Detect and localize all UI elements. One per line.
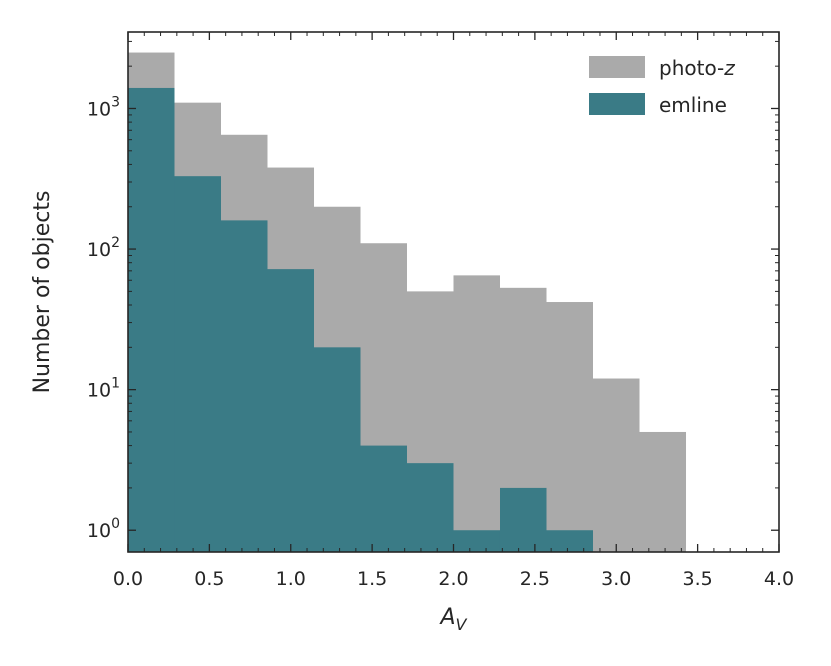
y-tick-label: 103	[87, 94, 120, 120]
x-tick-label: 1.5	[357, 568, 387, 590]
legend-label-emline: emline	[659, 93, 727, 117]
axes-layer: 0.0 0.5 1.0 1.5 2.0 2.5 3.0 3.5 4.0 100 101 102 103 A…	[30, 31, 794, 634]
bar-emline-1	[174, 176, 221, 552]
bars-layer	[128, 52, 687, 553]
x-tick-label: 4.0	[764, 568, 794, 590]
x-tick-label: 3.5	[683, 568, 713, 590]
bar-emline-5	[360, 445, 408, 552]
x-tick-label: 0.5	[194, 568, 224, 590]
bar-emline-4	[314, 347, 361, 552]
x-axis-label: AV	[438, 605, 467, 634]
bar-emline-9	[546, 530, 593, 552]
bar-emline-0	[128, 87, 175, 553]
bar-emline-7	[453, 530, 500, 552]
bar-photo-z-10	[592, 378, 640, 552]
bar-emline-2	[220, 220, 268, 553]
bar-photo-z-11	[639, 431, 687, 552]
legend-label-photo-z: photo-z	[659, 56, 735, 80]
bar-emline-6	[407, 463, 454, 552]
legend-swatch-emline	[589, 93, 645, 115]
y-tick-label: 102	[87, 235, 120, 261]
y-tick-label: 100	[87, 516, 120, 542]
legend: photo-z emline	[589, 56, 735, 117]
x-tick-label: 2.0	[438, 568, 468, 590]
bar-photo-z-7	[453, 275, 500, 552]
y-tick-label: 101	[87, 376, 120, 402]
bar-photo-z-9	[546, 302, 593, 552]
bar-emline-3	[267, 269, 315, 552]
series-emline	[128, 87, 593, 553]
x-tick-label: 3.0	[601, 568, 631, 590]
x-tick-label: 1.0	[276, 568, 306, 590]
y-axis-label: Number of objects	[30, 191, 55, 394]
bar-emline-8	[499, 487, 547, 552]
legend-swatch-photo-z	[589, 56, 645, 78]
x-tick-label: 0.0	[113, 568, 143, 590]
x-tick-label: 2.5	[520, 568, 550, 590]
